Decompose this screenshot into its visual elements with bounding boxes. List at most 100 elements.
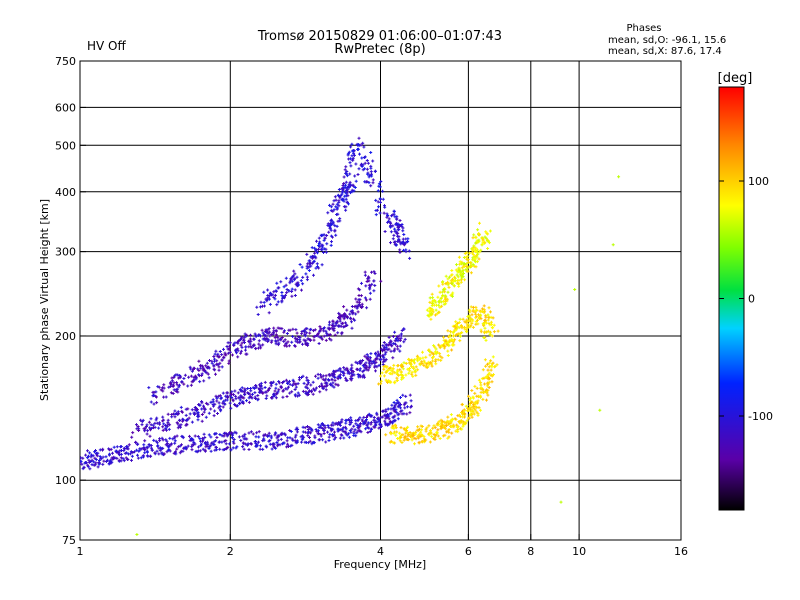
data-point	[344, 197, 348, 201]
phases-x-stats: mean, sd,X: 87.6, 17.4	[608, 46, 722, 57]
data-point	[420, 428, 424, 432]
data-point	[336, 429, 340, 433]
data-point	[474, 250, 478, 253]
data-point	[263, 380, 267, 384]
data-point	[317, 236, 321, 240]
data-point	[241, 434, 245, 438]
data-point	[383, 419, 387, 423]
data-point	[213, 352, 217, 356]
data-point	[396, 335, 399, 339]
data-point	[253, 386, 257, 390]
data-point	[478, 250, 482, 254]
data-point	[239, 343, 243, 347]
data-point	[307, 392, 310, 396]
data-point	[344, 321, 347, 325]
data-point	[203, 436, 207, 439]
data-point	[220, 396, 223, 400]
data-point	[254, 384, 258, 388]
data-point	[162, 395, 166, 399]
data-point	[369, 164, 373, 168]
data-point	[428, 310, 432, 314]
data-point	[185, 418, 189, 422]
data-point	[372, 279, 376, 283]
data-point	[101, 462, 105, 466]
data-point	[477, 232, 481, 236]
data-point	[325, 381, 329, 385]
data-point	[130, 435, 134, 439]
data-point	[464, 268, 468, 272]
data-point	[222, 434, 226, 438]
data-point	[270, 381, 274, 385]
data-point	[159, 388, 163, 392]
data-point	[369, 151, 373, 154]
data-point	[290, 287, 294, 291]
data-point	[318, 325, 322, 329]
data-point	[285, 445, 289, 449]
data-point	[321, 374, 325, 378]
data-point	[99, 457, 103, 461]
data-point	[326, 424, 330, 427]
data-point	[313, 251, 317, 255]
data-point	[321, 438, 325, 442]
data-point	[368, 430, 372, 433]
data-point	[313, 388, 317, 392]
data-point	[309, 427, 313, 431]
data-point	[446, 329, 450, 333]
data-point	[442, 343, 446, 347]
data-point	[476, 399, 480, 403]
data-point	[293, 393, 297, 397]
data-point	[231, 446, 235, 450]
data-point	[406, 405, 409, 409]
data-point	[274, 431, 278, 435]
data-point	[444, 339, 448, 343]
data-point	[288, 391, 292, 395]
data-point	[215, 436, 219, 439]
data-point	[226, 341, 230, 345]
data-point	[458, 413, 461, 417]
data-point	[136, 425, 140, 428]
data-point	[357, 429, 361, 433]
data-point	[155, 401, 159, 405]
data-point	[363, 375, 366, 379]
data-point	[226, 395, 230, 399]
data-point	[408, 411, 412, 415]
data-point	[316, 372, 320, 376]
data-point	[344, 421, 348, 425]
data-point	[393, 423, 397, 427]
data-point	[92, 460, 96, 464]
data-point	[490, 374, 494, 378]
data-point	[175, 381, 179, 385]
data-point	[295, 275, 299, 279]
data-point	[431, 310, 435, 314]
data-point	[394, 433, 398, 437]
data-point	[376, 350, 380, 354]
data-point	[402, 403, 406, 407]
data-point	[200, 372, 204, 376]
data-point	[236, 404, 239, 408]
data-point	[302, 381, 306, 385]
data-point	[188, 412, 192, 416]
data-point	[467, 416, 471, 420]
data-point	[204, 445, 208, 449]
data-point	[452, 425, 456, 429]
data-point	[237, 339, 241, 343]
data-point	[273, 336, 277, 340]
data-point	[486, 368, 490, 372]
data-point	[430, 308, 434, 312]
data-point	[104, 455, 108, 459]
data-point	[294, 433, 298, 437]
data-point	[332, 324, 336, 328]
data-point	[285, 288, 289, 291]
data-point	[354, 304, 358, 308]
data-point	[373, 272, 377, 275]
data-point	[228, 344, 231, 348]
data-point	[84, 461, 88, 464]
data-point	[496, 329, 500, 333]
data-point	[461, 317, 465, 321]
data-point	[391, 367, 395, 371]
data-point	[260, 387, 264, 391]
data-point	[279, 337, 282, 341]
data-point	[262, 300, 266, 304]
data-point	[275, 334, 279, 338]
data-point	[413, 442, 416, 446]
